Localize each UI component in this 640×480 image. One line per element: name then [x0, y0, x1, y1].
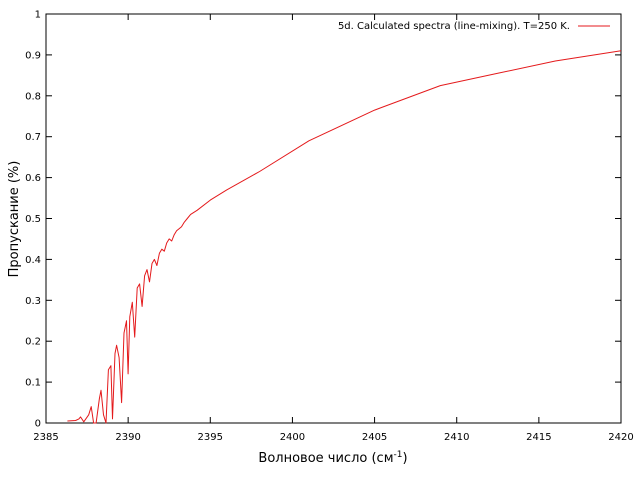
- y-tick-label: 1: [35, 10, 41, 21]
- legend-label: 5d. Calculated spectra (line-mixing). T=…: [338, 21, 570, 32]
- x-axis-title-main: Волновое число (см: [258, 451, 393, 466]
- y-tick-label: 0.7: [25, 132, 41, 143]
- legend: 5d. Calculated spectra (line-mixing). T=…: [338, 21, 610, 32]
- series-line: [67, 50, 622, 424]
- y-axis-ticks: 0 0.1 0.2 0.3 0.4 0.5 0.6 0.7 0.8 0.9 1: [25, 10, 621, 430]
- y-tick-label: 0.6: [25, 173, 41, 184]
- x-tick-label: 2390: [115, 432, 140, 443]
- y-tick-label: 0: [35, 419, 41, 430]
- y-tick-label: 0.4: [25, 255, 41, 266]
- x-tick-label: 2400: [280, 432, 305, 443]
- x-tick-label: 2405: [362, 432, 387, 443]
- y-tick-label: 0.9: [25, 50, 41, 61]
- y-tick-label: 0.2: [25, 337, 41, 348]
- y-tick-label: 0.1: [25, 378, 41, 389]
- x-axis-ticks: 2385 2390 2395 2400 2405 2410 2415 2420: [33, 14, 634, 443]
- x-axis-title-superscript: -1: [394, 450, 403, 460]
- x-tick-label: 2385: [33, 432, 58, 443]
- y-axis-title: Пропускание (%): [7, 161, 22, 278]
- x-tick-label: 2395: [198, 432, 223, 443]
- y-tick-label: 0.3: [25, 296, 41, 307]
- x-tick-label: 2415: [526, 432, 551, 443]
- y-tick-label: 0.8: [25, 91, 41, 102]
- x-axis-title-close: ): [402, 451, 407, 466]
- y-tick-label: 0.5: [25, 214, 41, 225]
- x-axis-title: Волновое число (см-1): [258, 450, 407, 466]
- series-layer: [67, 50, 622, 424]
- x-tick-label: 2410: [444, 432, 469, 443]
- x-tick-label: 2420: [608, 432, 633, 443]
